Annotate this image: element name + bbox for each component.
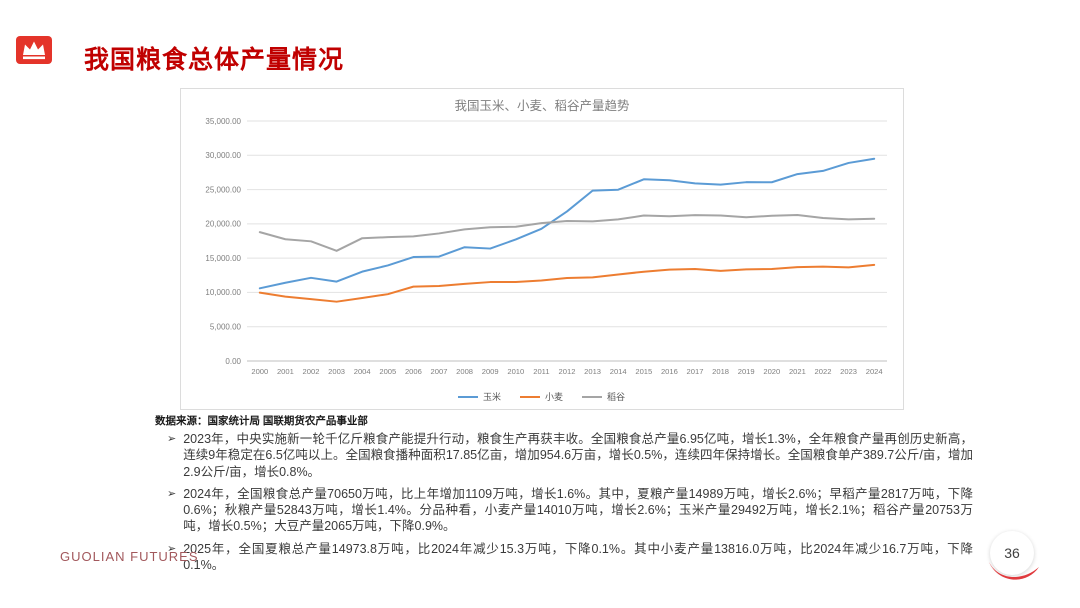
bullet-item: ➢ 2023年，中央实施新一轮千亿斤粮食产能提升行动，粮食生产再获丰收。全国粮食总… <box>167 431 973 480</box>
chart-text: 2021 <box>789 367 806 376</box>
chart-text: 2010 <box>507 367 524 376</box>
series-line-小麦 <box>258 263 876 303</box>
chart-text: 35,000.00 <box>205 117 241 126</box>
bullet-text: 2023年，中央实施新一轮千亿斤粮食产能提升行动，粮食生产再获丰收。全国粮食总产… <box>183 432 973 479</box>
crown-icon <box>16 36 52 64</box>
bullet-item: ➢ 2025年，全国夏粮总产量14973.8万吨，比2024年减少15.3万吨，下… <box>167 541 973 574</box>
bullet-text: 2025年，全国夏粮总产量14973.8万吨，比2024年减少15.3万吨，下降… <box>183 541 973 572</box>
chart-text: 2012 <box>559 367 576 376</box>
page-title: 我国粮食总体产量情况 <box>84 46 345 74</box>
chart-text: 20,000.00 <box>205 220 241 229</box>
chart-text: 0.00 <box>225 357 241 366</box>
chart-text: 2008 <box>456 367 473 376</box>
chart-text: 2024 <box>866 367 883 376</box>
page-number: 36 <box>1004 545 1020 561</box>
chart-text: 2015 <box>635 367 652 376</box>
chart-text: 稻谷 <box>607 392 625 402</box>
chart-text: 2014 <box>610 367 627 376</box>
chart-text: 2000 <box>251 367 268 376</box>
chart-text: 小麦 <box>545 391 563 402</box>
chart-text: 2003 <box>328 367 345 376</box>
bullet-text: 2024年，全国粮食总产量70650万吨，比上年增加1109万吨，增长1.6%。… <box>183 486 973 534</box>
chart-text: 2020 <box>763 367 780 376</box>
chart-text: 15,000.00 <box>205 254 241 263</box>
page-number-badge: 36 <box>990 531 1034 575</box>
bullet-list: ➢ 2023年，中央实施新一轮千亿斤粮食产能提升行动，粮食生产再获丰收。全国粮食总… <box>167 431 973 579</box>
bullet-item: ➢ 2024年，全国粮食总产量70650万吨，比上年增加1109万吨，增长1.6%… <box>167 486 973 535</box>
chart-text: 2022 <box>815 367 832 376</box>
source-note: 数据来源：国家统计局 国联期货农产品事业部 <box>155 415 368 427</box>
chart-text: 25,000.00 <box>205 185 241 194</box>
chart-container: 我国玉米、小麦、稻谷产量趋势 0.00 5,000.00 10,000.00 15,00… <box>180 88 904 410</box>
bullet-marker-icon: ➢ <box>167 433 177 445</box>
chart-text: 2005 <box>379 367 396 376</box>
chart-text: 10,000.00 <box>205 288 241 297</box>
brand-logo <box>16 36 52 64</box>
footer-brand: GUOLIAN FUTURES <box>60 549 199 564</box>
chart-text: 2007 <box>431 367 448 376</box>
bullet-marker-icon: ➢ <box>167 487 177 500</box>
chart-text: 2004 <box>354 367 371 376</box>
chart-text: 2013 <box>584 367 601 376</box>
series-line-稻谷 <box>258 214 876 252</box>
chart-text: 2009 <box>482 367 499 376</box>
chart-text: 2023 <box>840 367 857 376</box>
chart-text: 2001 <box>277 367 294 376</box>
series-line-玉米 <box>258 157 876 290</box>
chart-text: 2017 <box>687 367 704 376</box>
swoosh-decoration <box>989 562 1039 580</box>
bullet-marker-icon: ➢ <box>167 542 177 555</box>
chart-text: 2002 <box>303 367 320 376</box>
line-chart: 我国玉米、小麦、稻谷产量趋势 0.00 5,000.00 10,000.00 15,00… <box>205 98 887 402</box>
chart-text: 玉米 <box>483 391 501 402</box>
chart-text: 2019 <box>738 367 755 376</box>
chart-text: 2006 <box>405 367 422 376</box>
chart-text: 2011 <box>533 367 549 376</box>
chart-text: 我国玉米、小麦、稻谷产量趋势 <box>454 98 630 113</box>
chart-text: 2018 <box>712 367 729 376</box>
chart-text: 2016 <box>661 367 678 376</box>
chart-text: 5,000.00 <box>210 323 242 332</box>
chart-text: 30,000.00 <box>205 151 241 160</box>
